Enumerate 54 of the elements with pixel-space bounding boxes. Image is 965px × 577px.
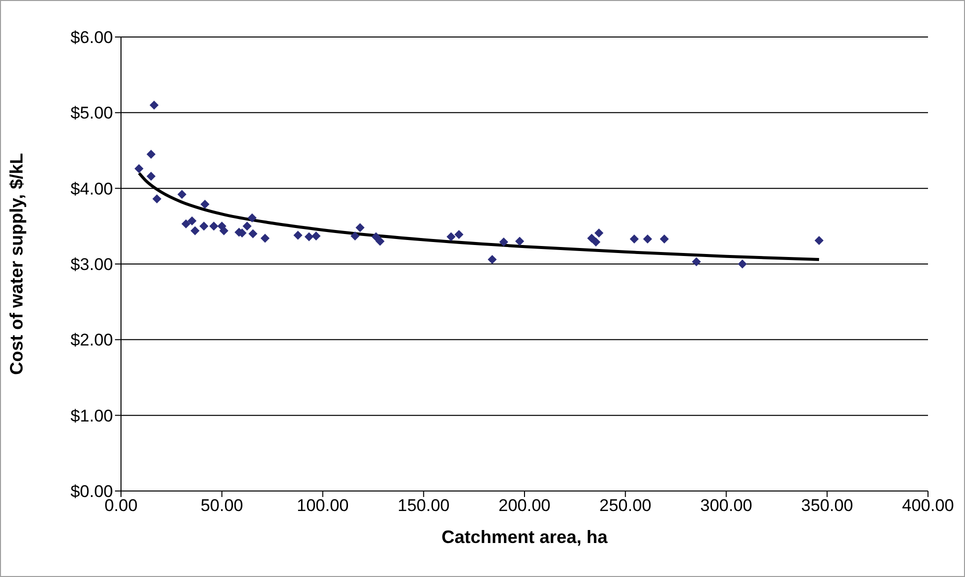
point bbox=[643, 234, 652, 244]
point bbox=[446, 232, 456, 242]
y-tick-label: $1.00 bbox=[70, 406, 113, 426]
point bbox=[293, 230, 302, 240]
point bbox=[177, 190, 186, 199]
x-tick-label: 250.00 bbox=[599, 496, 652, 516]
point bbox=[372, 232, 381, 242]
x-tick-label: 400.00 bbox=[902, 496, 954, 516]
point bbox=[199, 222, 208, 231]
point bbox=[312, 232, 321, 241]
point bbox=[134, 164, 144, 174]
point bbox=[488, 254, 497, 264]
point bbox=[814, 236, 824, 246]
point bbox=[248, 213, 257, 222]
point bbox=[248, 229, 258, 238]
x-tick-label: 0.00 bbox=[104, 496, 138, 516]
point bbox=[242, 222, 252, 231]
point bbox=[660, 234, 669, 244]
point bbox=[692, 257, 701, 266]
y-tick-label: $3.00 bbox=[70, 255, 113, 274]
point bbox=[594, 228, 604, 238]
point bbox=[146, 150, 156, 159]
y-axis-title: Cost of water supply, $/kL bbox=[6, 153, 26, 375]
point bbox=[181, 219, 190, 228]
point bbox=[146, 172, 156, 181]
point bbox=[587, 234, 596, 243]
x-tick-label: 200.00 bbox=[498, 496, 550, 516]
x-tick-label: 150.00 bbox=[398, 496, 450, 516]
x-tick-label: 100.00 bbox=[296, 496, 349, 516]
point bbox=[152, 194, 162, 204]
point bbox=[209, 222, 218, 231]
point bbox=[515, 236, 524, 246]
x-axis-title: Catchment area, ha bbox=[441, 527, 609, 547]
point bbox=[350, 232, 360, 241]
y-tick-label: $5.00 bbox=[70, 104, 113, 123]
point bbox=[499, 238, 508, 247]
y-tick-label: $2.00 bbox=[70, 330, 113, 350]
point bbox=[190, 226, 200, 236]
point bbox=[304, 232, 314, 242]
y-tick-label: $6.00 bbox=[70, 28, 113, 48]
point bbox=[454, 230, 464, 239]
x-tick-label: 50.00 bbox=[200, 496, 244, 516]
y-tick-label: $4.00 bbox=[70, 179, 113, 198]
point bbox=[260, 234, 270, 243]
point bbox=[738, 260, 747, 268]
point bbox=[188, 216, 197, 226]
point bbox=[200, 200, 210, 209]
point bbox=[630, 234, 639, 244]
point bbox=[591, 238, 600, 247]
x-tick-label: 300.00 bbox=[700, 496, 752, 516]
point bbox=[376, 236, 385, 246]
x-tick-label: 350.00 bbox=[801, 496, 854, 516]
point bbox=[150, 100, 159, 110]
point bbox=[356, 223, 365, 232]
